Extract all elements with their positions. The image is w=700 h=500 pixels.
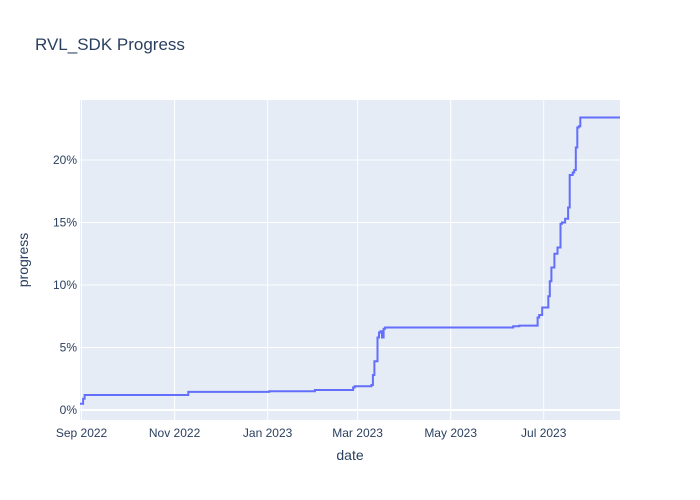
x-tick-label: Sep 2022: [56, 426, 108, 440]
x-tick-label: Nov 2022: [149, 426, 201, 440]
y-axis-title: progress: [15, 233, 31, 287]
x-axis-title: date: [336, 447, 363, 463]
x-axis: Sep 2022 Nov 2022 Jan 2023 Mar 2023 May 2023…: [56, 426, 567, 440]
x-tick-label: Jan 2023: [243, 426, 293, 440]
x-tick-label: Jul 2023: [521, 426, 567, 440]
y-tick-label: 5%: [60, 341, 78, 355]
y-tick-label: 20%: [53, 153, 77, 167]
gridlines: [80, 100, 620, 420]
y-axis: 0% 5% 10% 15% 20%: [53, 153, 77, 417]
x-tick-label: Mar 2023: [332, 426, 383, 440]
plot-area: [80, 100, 620, 420]
y-tick-label: 15%: [53, 216, 77, 230]
x-tick-label: May 2023: [424, 426, 477, 440]
series-layer: [80, 116, 620, 405]
y-tick-label: 0%: [60, 403, 78, 417]
chart-title: RVL_SDK Progress: [35, 35, 185, 54]
progress-line: [80, 116, 620, 405]
y-tick-label: 10%: [53, 278, 77, 292]
